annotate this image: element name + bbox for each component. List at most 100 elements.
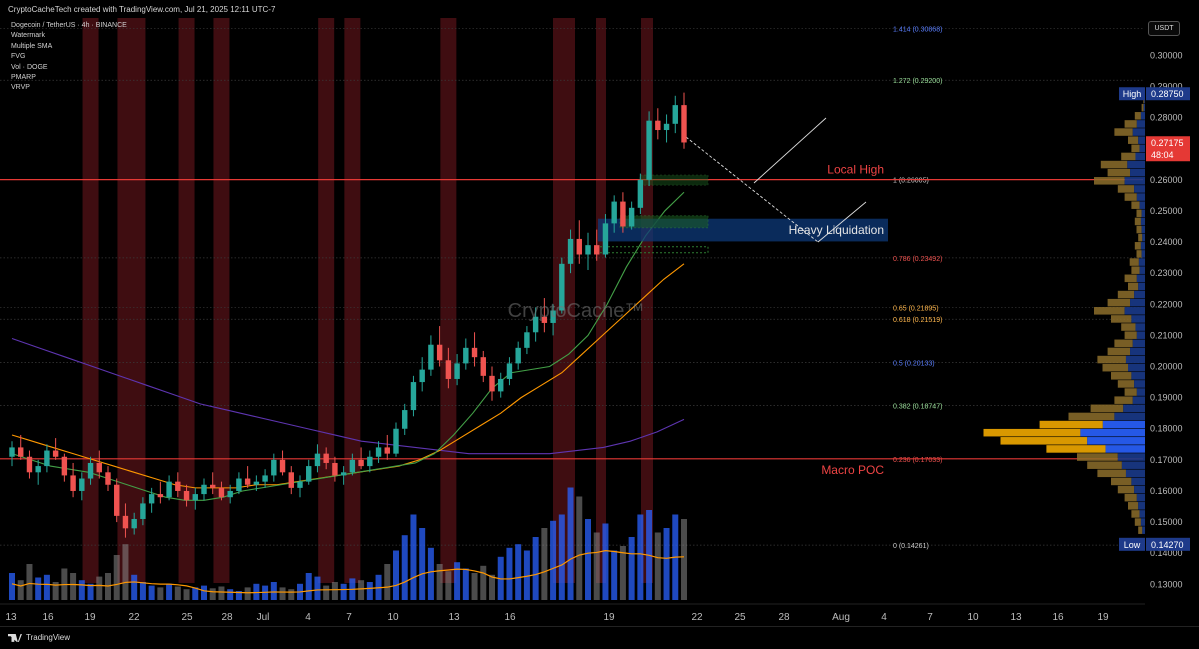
legend-indicator[interactable]: VRVP xyxy=(11,84,30,92)
volume-profile-bar xyxy=(1124,193,1137,201)
volume-profile-bar xyxy=(1141,103,1144,112)
volume-profile-bar xyxy=(1111,315,1132,323)
volume-profile-bar xyxy=(1131,477,1145,486)
volume-profile-bar xyxy=(1130,347,1145,356)
price-tag-title: High xyxy=(1123,89,1142,99)
candle-body xyxy=(393,428,399,454)
price-tag-value: 48:04 xyxy=(1151,150,1174,160)
volume-bar xyxy=(270,582,277,600)
candle-body xyxy=(122,515,129,529)
legend-indicator[interactable]: PMARP xyxy=(11,74,36,82)
volume-bar xyxy=(166,583,173,600)
volume-bar xyxy=(515,544,522,600)
volume-profile-bar xyxy=(1136,225,1142,234)
legend-symbol[interactable]: Dogecoin / TetherUS · 4h · BINANCE xyxy=(11,22,127,29)
candle-body xyxy=(410,382,417,411)
volume-profile-bar xyxy=(1143,103,1145,112)
tradingview-icon xyxy=(8,633,22,642)
price-tag-bg xyxy=(1146,537,1190,551)
candle-body xyxy=(323,453,329,463)
volume-profile-bar xyxy=(1107,168,1131,177)
volume-bar xyxy=(9,573,15,600)
candles xyxy=(9,92,687,538)
volume-bar xyxy=(593,532,600,600)
candle-body xyxy=(131,518,137,529)
volume-profile-bar xyxy=(1138,258,1145,266)
volume-profile-bar xyxy=(983,428,1081,437)
time-tick-label: 4 xyxy=(881,612,887,623)
volume-profile-bar xyxy=(1134,112,1141,120)
volume-bar xyxy=(558,514,565,600)
candle-body xyxy=(279,459,286,473)
price-tick-label: 0.29000 xyxy=(1150,81,1183,91)
price-tick-label: 0.20000 xyxy=(1150,362,1183,372)
time-tick-label: 4 xyxy=(305,612,311,623)
candle-body xyxy=(628,207,635,227)
volume-bar xyxy=(489,574,495,600)
volume-profile-bar xyxy=(1136,388,1145,396)
price-tick-label: 0.16000 xyxy=(1150,486,1183,496)
volume-profile-bar xyxy=(1142,526,1145,534)
fib-levels: 1.414 (0.30868) 1.272 (0.29200) 1 (0.26005… xyxy=(0,26,1143,550)
volume-profile-bar xyxy=(1130,298,1145,307)
sma-slow-line xyxy=(11,337,685,455)
candle-body xyxy=(70,475,76,491)
volume-profile-bar xyxy=(1139,510,1145,518)
volume-bar xyxy=(401,535,408,600)
legend-indicator[interactable]: Vol · DOGE xyxy=(11,63,48,71)
candle-body xyxy=(428,344,434,370)
volume-bar xyxy=(201,585,207,600)
time-tick-label: 28 xyxy=(778,612,790,623)
volume-bar xyxy=(663,528,670,600)
volume-profile-bar xyxy=(1141,250,1145,258)
candle-body xyxy=(445,360,452,379)
volume-profile-bar xyxy=(1114,412,1145,421)
candle-body xyxy=(157,494,164,498)
price-tag-title: Low xyxy=(1124,540,1141,550)
price-tag-value: 0.14270 xyxy=(1151,540,1184,550)
volume-profile-bar xyxy=(1124,177,1145,185)
volume-profile-bar xyxy=(1139,266,1145,274)
volume-bar xyxy=(628,537,635,600)
volume-profile-bar xyxy=(1134,380,1145,388)
volume-bar xyxy=(148,585,155,600)
legend-indicator[interactable]: Watermark xyxy=(11,32,45,40)
price-tick-label: 0.15000 xyxy=(1150,517,1183,527)
candle-body xyxy=(306,466,312,482)
sma-fast-line xyxy=(11,191,685,501)
candle-body xyxy=(436,344,443,361)
candle-body xyxy=(585,245,591,255)
legend-indicator[interactable]: FVG xyxy=(11,53,26,61)
currency-button[interactable]: USDT xyxy=(1148,21,1180,36)
time-axis: 13 16 19 22 25 28 Jul 4 7 10 13 16 19 22 25 28 Aug 4 7 10 13… xyxy=(0,603,1145,623)
volume-bar xyxy=(183,589,190,600)
legend-indicator[interactable]: Multiple SMA xyxy=(11,42,53,50)
volume-profile-bar xyxy=(1121,323,1136,331)
candle-body xyxy=(61,456,68,476)
time-tick-label: 7 xyxy=(346,612,352,623)
volume-profile-bar xyxy=(1134,185,1145,193)
price-tick-label: 0.22000 xyxy=(1150,299,1183,309)
volume-profile-bar xyxy=(1136,120,1145,128)
time-tick-label: 13 xyxy=(448,612,460,623)
volume-profile-bar xyxy=(1128,136,1139,144)
volume-profile-bar xyxy=(1135,323,1145,331)
volume-profile-bar xyxy=(1131,266,1140,274)
volume-profile-bar xyxy=(1107,347,1131,356)
volume-profile-bar xyxy=(1090,404,1124,413)
heavy-liquidation-label: Heavy Liquidation xyxy=(789,223,884,237)
volume-profile-bar xyxy=(1068,412,1115,421)
price-tick-label: 0.21000 xyxy=(1150,330,1183,340)
volume-profile-bar xyxy=(1094,307,1125,315)
price-tick-label: 0.13000 xyxy=(1150,579,1183,589)
volume-bar xyxy=(113,555,120,600)
volume-profile-bar xyxy=(1127,160,1145,169)
candle-body xyxy=(454,363,460,379)
local-high-label: Local High xyxy=(827,163,884,177)
candle-body xyxy=(288,472,294,488)
volume-bar xyxy=(393,550,399,600)
time-tick-label: 22 xyxy=(128,612,140,623)
tradingview-logo[interactable]: TradingView xyxy=(8,633,70,642)
volume-bar xyxy=(227,589,234,600)
